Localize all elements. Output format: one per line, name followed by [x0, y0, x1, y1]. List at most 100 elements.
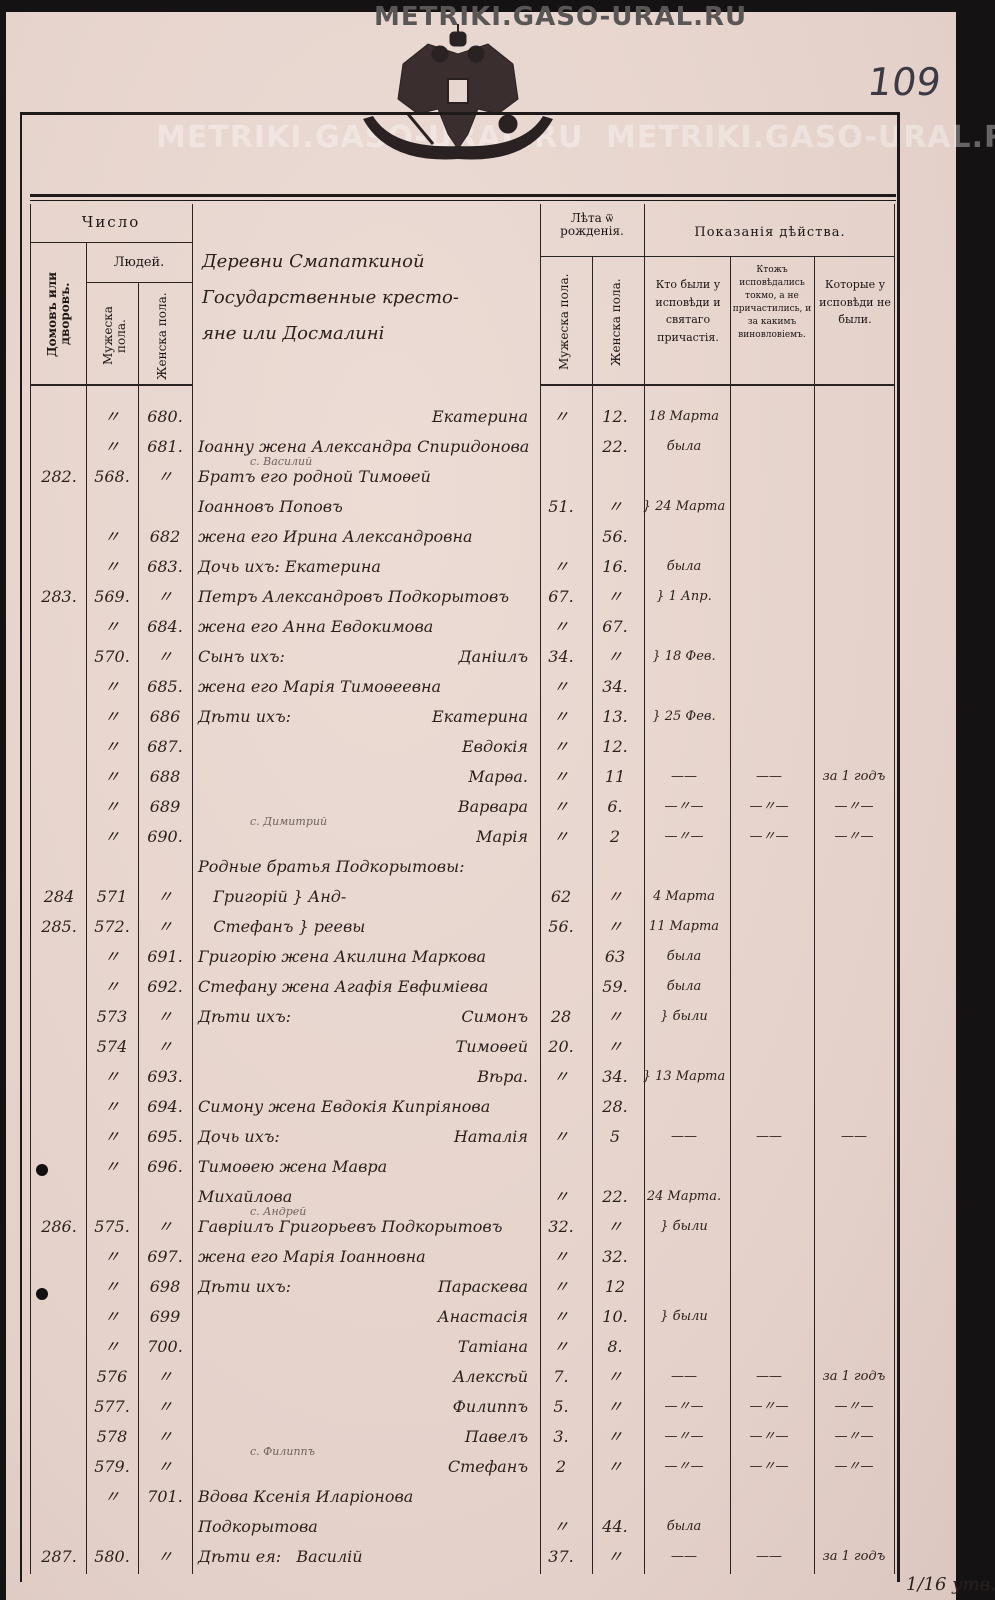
female-age: 2: [609, 827, 621, 846]
table-row: 〃 691. Григорію жена Акилина Маркова 63 была: [30, 936, 896, 966]
table-row: 〃 685. жена его Марія Тимоѳеевна 〃 34.: [30, 666, 896, 696]
table-row: Михайлова 〃 22. 24 Марта.: [30, 1176, 896, 1206]
person-name: Родные братья Подкорытовы:: [198, 857, 465, 876]
male-number: 〃: [103, 1067, 120, 1086]
confessed-mark: 11 Марта: [648, 919, 720, 934]
female-age: 34.: [602, 677, 628, 696]
female-age: 34.: [602, 1067, 628, 1086]
table-row: 283. 569. 〃 Петръ Александровъ Подкорытовъ 6…: [30, 576, 896, 606]
person-name: Дочь ихъ:: [198, 1127, 280, 1146]
binding-hole: [36, 1288, 48, 1300]
confessed-mark: —〃—: [664, 829, 704, 844]
female-age: 〃: [606, 647, 623, 666]
person-name-right: Екатерина: [431, 407, 528, 426]
confessed-mark: была: [666, 1519, 702, 1534]
table-row: 286. 575. 〃 Гавріилъ Григорьевъ Подкорытовъ…: [30, 1206, 896, 1236]
male-number: 〃: [103, 737, 120, 756]
female-number: 〃: [156, 917, 173, 936]
header-households: Домовъ или дворовъ.: [45, 271, 73, 357]
person-name: Іоанну жена Александра Спиридонова: [198, 437, 530, 456]
confessed-only-mark: —〃—: [749, 1399, 789, 1414]
person-name: Дочь ихъ: Екатерина: [198, 557, 381, 576]
person-name: Гавріилъ Григорьевъ Подкорытовъ: [198, 1217, 503, 1236]
header-female: Женска пола.: [155, 292, 169, 380]
table-row: 〃 684. жена его Анна Евдокимова 〃 67.: [30, 606, 896, 636]
person-name-right: Даніилъ: [458, 647, 528, 666]
not-confessed-mark: ——: [841, 1129, 867, 1144]
female-number: 687.: [147, 737, 183, 756]
person-name: жена его Анна Евдокимова: [198, 617, 434, 636]
confessed-mark: —〃—: [664, 799, 704, 814]
confessed-mark: —〃—: [664, 1429, 704, 1444]
table-row: 〃 699 Анастасія 〃 10.} были: [30, 1296, 896, 1326]
female-number: 694.: [147, 1097, 183, 1116]
person-name: Сынъ ихъ:: [198, 647, 285, 666]
person-name: Григорій } Анд-: [198, 887, 347, 906]
male-number: 〃: [103, 1157, 120, 1176]
table-row: 573 〃 Дѣти ихъ: Симонъ 28 〃} были: [30, 996, 896, 1026]
confessed-only-mark: —〃—: [749, 829, 789, 844]
confessed-mark: } 25 Фев.: [652, 709, 716, 724]
watermark: METRIKI.GASO-URAL.RU: [606, 120, 995, 155]
not-confessed-mark: —〃—: [834, 1399, 874, 1414]
table-row: 287. 580. 〃 Дѣти ея: Василій 37. 〃 —— —— за 1 го…: [30, 1536, 896, 1566]
heading-line: Деревни Смапаткиной: [202, 251, 425, 272]
not-confessed-mark: —〃—: [834, 1429, 874, 1444]
person-name: Братъ его родной Тимоѳей: [198, 467, 431, 486]
confessed-mark: ——: [671, 1129, 697, 1144]
confessed-mark: ——: [671, 1549, 697, 1564]
table-row: 〃 689 Варвара 〃 6. —〃— —〃— —〃—: [30, 786, 896, 816]
confessed-only-mark: ——: [756, 1549, 782, 1564]
person-name: Дѣти ихъ:: [198, 1277, 292, 1296]
table-row: 574 〃 Тимоѳей 20. 〃: [30, 1026, 896, 1056]
not-confessed-mark: за 1 годъ: [822, 1549, 886, 1564]
male-age: 〃: [552, 1337, 569, 1356]
female-age: 〃: [606, 887, 623, 906]
female-age: 〃: [606, 1547, 623, 1566]
person-name-right: Варвара: [457, 797, 528, 816]
table-row: 284 571 〃 Григорій } Анд- 62 〃 4 Марта: [30, 876, 896, 906]
household-number: 285.: [41, 917, 77, 936]
male-number: 〃: [103, 977, 120, 996]
confessed-mark: 24 Марта.: [646, 1189, 722, 1204]
double-headed-eagle-emblem-icon: [363, 24, 553, 160]
register-page: METRIKI.GASO-URAL.RU METRIKI.GASO-URAL.R…: [6, 2, 995, 1600]
table-row: 〃 701. Вдова Ксенія Иларіонова: [30, 1476, 896, 1506]
female-number: 〃: [156, 587, 173, 606]
header-age: Лѣта ѿ рожденія.: [560, 211, 624, 239]
household-number: 282.: [41, 467, 77, 486]
table-row: 〃 698 Дѣти ихъ: Параскева 〃 12: [30, 1266, 896, 1296]
male-age: 〃: [552, 1067, 569, 1086]
table-row: 570. 〃 Сынъ ихъ: Даніилъ 34. 〃} 18 Фев.: [30, 636, 896, 666]
male-age: 2: [555, 1457, 567, 1476]
person-name-right: Параскева: [437, 1277, 528, 1296]
frame-border: [20, 112, 900, 115]
confessed-mark: была: [666, 949, 702, 964]
confessed-mark: } 24 Марта: [642, 499, 726, 514]
page-number: 109: [864, 60, 944, 104]
female-age: 16.: [602, 557, 628, 576]
female-number: 700.: [147, 1337, 183, 1356]
header-male: Мужеска пола.: [101, 306, 129, 366]
table-row: 〃 688 Марѳа. 〃 11 —— —— за 1 годъ: [30, 756, 896, 786]
female-number: 〃: [156, 887, 173, 906]
female-number: 〃: [156, 467, 173, 486]
confessed-mark: } были: [660, 1009, 708, 1024]
male-age: 〃: [552, 1277, 569, 1296]
female-age: 5: [609, 1127, 621, 1146]
frame-border: [30, 194, 896, 197]
male-number: 568.: [94, 467, 130, 486]
table-row: 〃 681. Іоанну жена Александра Спиридонова 2…: [30, 426, 896, 456]
household-number: 283.: [41, 587, 77, 606]
header-people: Людей.: [113, 255, 165, 270]
male-age: 7.: [553, 1367, 569, 1386]
person-name: Тимоѳею жена Мавра: [198, 1157, 388, 1176]
male-age: 5.: [553, 1397, 569, 1416]
person-name: Вдова Ксенія Иларіонова: [198, 1487, 414, 1506]
person-name-right: Вѣра.: [477, 1067, 528, 1086]
female-number: 697.: [147, 1247, 183, 1266]
person-name-right: Татіана: [457, 1337, 528, 1356]
female-age: 〃: [606, 1007, 623, 1026]
male-number: 〃: [103, 1307, 120, 1326]
person-name: Іоанновъ Поповъ: [198, 497, 343, 516]
